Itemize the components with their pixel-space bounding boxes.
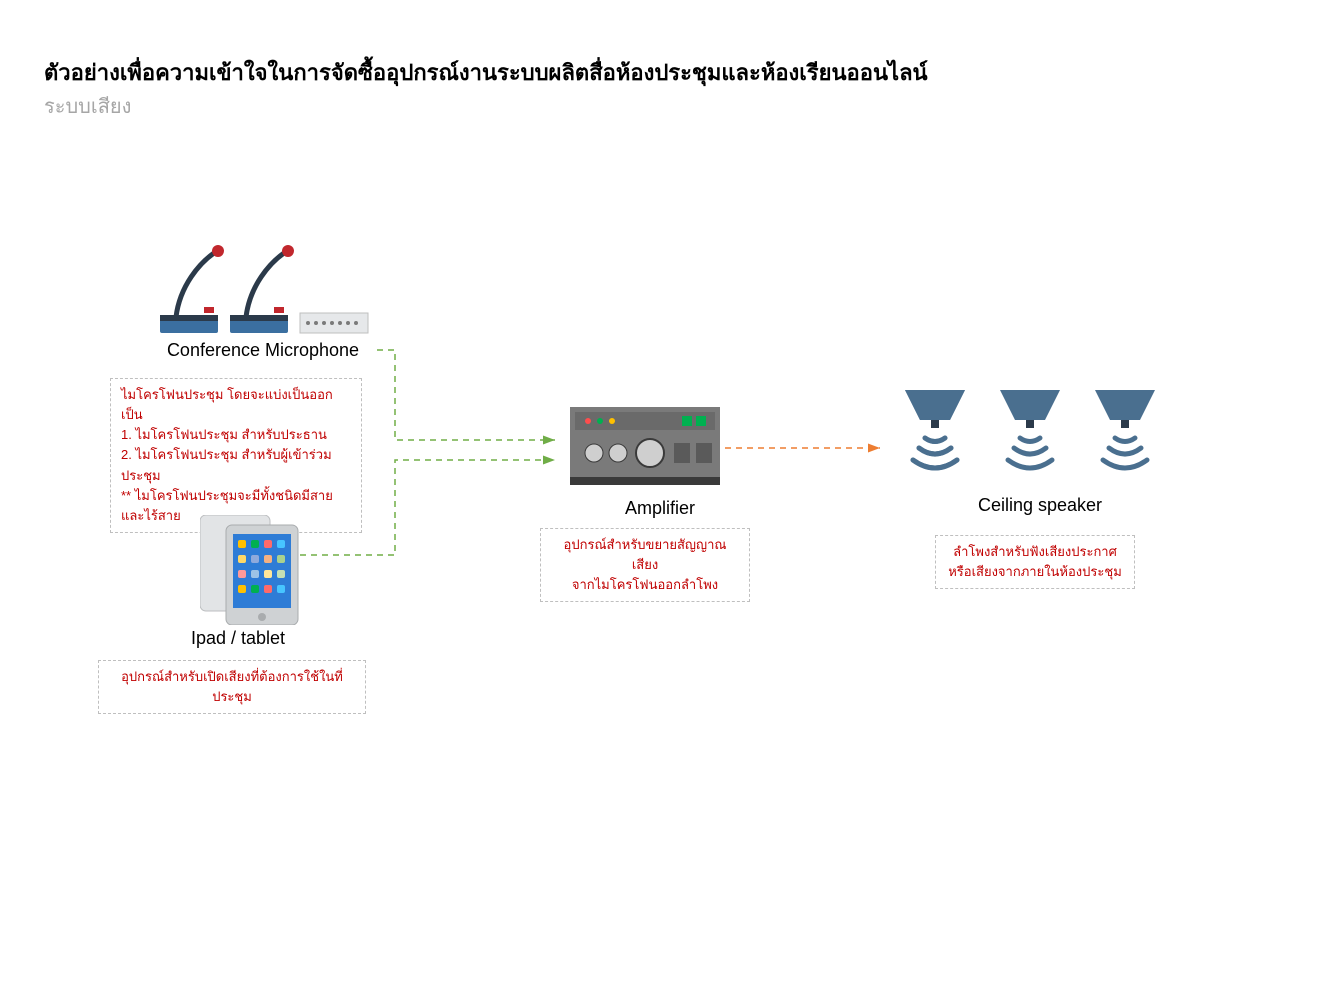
speaker-icon [895,390,1165,480]
amp-desc: อุปกรณ์สำหรับขยายสัญญาณเสียง จากไมโครโฟน… [540,528,750,602]
page-title: ตัวอย่างเพื่อความเข้าใจในการจัดซื้ออุปกร… [44,55,928,90]
edge-mic-amp [377,350,555,440]
mic-label: Conference Microphone [148,340,378,361]
tablet-icon [200,515,300,625]
speaker-desc: ลำโพงสำหรับฟังเสียงประกาศ หรือเสียงจากภา… [935,535,1135,589]
speaker-desc-line: หรือเสียงจากภายในห้องประชุม [946,562,1124,582]
amp-label: Amplifier [610,498,710,519]
amp-desc-line: อุปกรณ์สำหรับขยายสัญญาณเสียง [551,535,739,575]
mic-desc-line: 1. ไมโครโฟนประชุม สำหรับประธาน [121,425,351,445]
tablet-label: Ipad / tablet [178,628,298,649]
amplifier-icon [570,407,720,485]
tablet-desc: อุปกรณ์สำหรับเปิดเสียงที่ต้องการใช้ในที่… [98,660,366,714]
microphone-icon [160,245,370,337]
diagram-canvas: ตัวอย่างเพื่อความเข้าใจในการจัดซื้ออุปกร… [0,0,1344,1008]
speaker-desc-line: ลำโพงสำหรับฟังเสียงประกาศ [946,542,1124,562]
amp-desc-line: จากไมโครโฟนออกลำโพง [551,575,739,595]
mic-desc-line: ไมโครโฟนประชุม โดยจะแบ่งเป็นออกเป็น [121,385,351,425]
mic-desc-line: 2. ไมโครโฟนประชุม สำหรับผู้เข้าร่วมประชุ… [121,445,351,485]
speaker-label: Ceiling speaker [970,495,1110,516]
page-subtitle: ระบบเสียง [44,90,131,122]
mic-desc: ไมโครโฟนประชุม โดยจะแบ่งเป็นออกเป็น 1. ไ… [110,378,362,533]
tablet-desc-line: อุปกรณ์สำหรับเปิดเสียงที่ต้องการใช้ในที่… [109,667,355,707]
